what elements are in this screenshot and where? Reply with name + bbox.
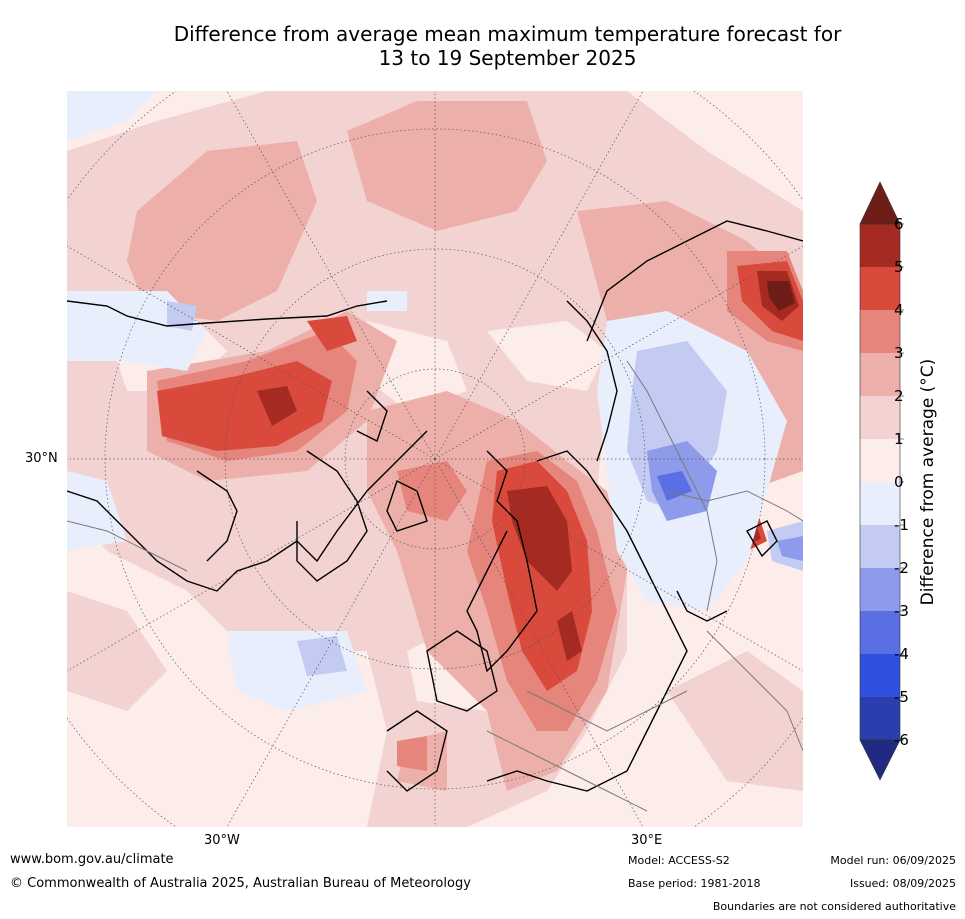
- colorbar-band-5-6: [860, 224, 900, 267]
- map-title-line2: 13 to 19 September 2025: [378, 46, 637, 70]
- colorbar-tick-marks: [900, 223, 904, 741]
- colorbar-tick-label: -6: [894, 731, 909, 749]
- colorbar-tick-label: 1: [894, 430, 904, 448]
- lon-label-30w: 30°W: [204, 833, 240, 848]
- colorbar-tick-label: 0: [894, 473, 904, 491]
- colorbar-band-m2-m1: [860, 525, 900, 568]
- colorbar-band-m3-m2: [860, 568, 900, 611]
- colorbar-band-1-2: [860, 396, 900, 439]
- colorbar: [859, 181, 904, 781]
- map-title-line1: Difference from average mean maximum tem…: [173, 22, 842, 46]
- colorbar-tick-label: 5: [894, 258, 904, 276]
- map-title: Difference from average mean maximum tem…: [60, 22, 955, 70]
- colorbar-tick-label: -3: [894, 602, 909, 620]
- anomaly-map: [67, 91, 803, 827]
- country-borders: [67, 360, 803, 812]
- colorbar-band-m6-m5: [860, 697, 900, 740]
- lon-label-30e: 30°E: [631, 833, 663, 848]
- colorbar-band-2-3: [860, 353, 900, 396]
- boundaries-disclaimer: Boundaries are not considered authoritat…: [712, 900, 956, 913]
- colorbar-tick-label: 4: [894, 301, 904, 319]
- colorbar-band-0-1: [860, 439, 900, 482]
- colorbar-band-m5-m4: [860, 654, 900, 697]
- colorbar-tick-label: -5: [894, 688, 909, 706]
- colorbar-tick-label: -2: [894, 559, 909, 577]
- colorbar-title-text: Difference from average (°C): [918, 358, 938, 606]
- lat-label-30n: 30°N: [25, 451, 58, 466]
- map-canvas: [67, 91, 803, 827]
- colorbar-tick-label: 3: [894, 344, 904, 362]
- model-run-date: Model run: 06/09/2025: [830, 854, 956, 867]
- colorbar-tick-label: -1: [894, 516, 909, 534]
- graticule: [67, 91, 803, 827]
- coastlines: [67, 220, 803, 792]
- colorbar-band-3-4: [860, 310, 900, 353]
- colorbar-band-m1-0: [860, 482, 900, 525]
- model-name: Model: ACCESS-S2: [628, 854, 730, 867]
- colorbar-band-m4-m3: [860, 611, 900, 654]
- base-period: Base period: 1981-2018: [628, 877, 761, 890]
- colorbar-band-4-5: [860, 267, 900, 310]
- copyright-text: © Commonwealth of Australia 2025, Austra…: [10, 876, 471, 891]
- anomaly-over-6: [767, 281, 795, 311]
- issued-date: Issued: 08/09/2025: [849, 877, 956, 890]
- colorbar-tick-label: 2: [894, 387, 904, 405]
- colorbar-tick-label: -4: [894, 645, 909, 663]
- anomaly-minus-4-minus-3: [657, 471, 692, 501]
- colorbar-tick-label: 6: [894, 215, 904, 233]
- website-link[interactable]: www.bom.gov.au/climate: [10, 852, 174, 867]
